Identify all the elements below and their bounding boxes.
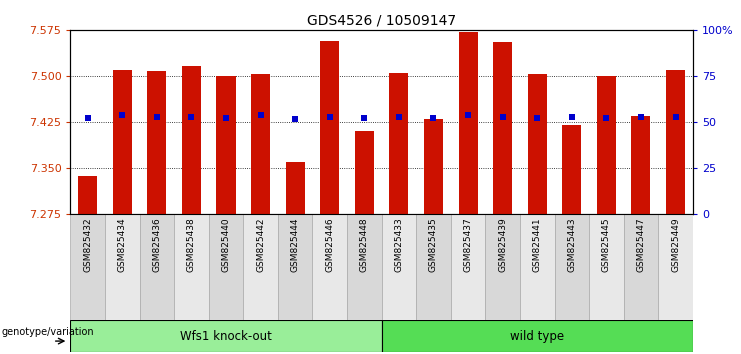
Bar [79, 176, 97, 214]
Bar [70, 214, 105, 320]
Bar [355, 131, 373, 214]
Text: GSM825435: GSM825435 [429, 217, 438, 272]
Bar [313, 214, 347, 320]
Bar [485, 214, 520, 320]
Title: GDS4526 / 10509147: GDS4526 / 10509147 [307, 13, 456, 28]
Bar [562, 125, 581, 214]
Bar [105, 214, 139, 320]
Bar [390, 73, 408, 214]
Bar [285, 162, 305, 214]
Bar [589, 214, 624, 320]
Text: GSM825446: GSM825446 [325, 217, 334, 272]
Text: GSM825443: GSM825443 [568, 217, 576, 272]
Bar [631, 116, 651, 214]
Text: genotype/variation: genotype/variation [1, 326, 94, 337]
Bar [382, 214, 416, 320]
Bar [554, 214, 589, 320]
Bar [278, 214, 313, 320]
Bar [147, 71, 166, 214]
Text: Wfs1 knock-out: Wfs1 knock-out [180, 330, 272, 343]
Bar [139, 214, 174, 320]
Text: GSM825438: GSM825438 [187, 217, 196, 272]
Text: GSM825437: GSM825437 [464, 217, 473, 272]
Bar [520, 214, 554, 320]
Text: GSM825433: GSM825433 [394, 217, 403, 272]
Bar [451, 214, 485, 320]
Bar [416, 214, 451, 320]
Bar [459, 32, 477, 214]
Text: GSM825432: GSM825432 [83, 217, 92, 272]
Bar [424, 119, 443, 214]
Text: GSM825440: GSM825440 [222, 217, 230, 272]
Bar [174, 214, 209, 320]
Bar [209, 214, 243, 320]
Text: GSM825444: GSM825444 [290, 217, 299, 272]
Text: GSM825439: GSM825439 [498, 217, 507, 272]
Bar [320, 40, 339, 214]
Bar [528, 74, 547, 214]
Bar [243, 214, 278, 320]
Bar [216, 76, 236, 214]
Bar [182, 66, 201, 214]
Bar [658, 214, 693, 320]
Bar [597, 76, 616, 214]
Bar [494, 42, 512, 214]
Text: GSM825447: GSM825447 [637, 217, 645, 272]
Bar [113, 70, 132, 214]
Text: GSM825436: GSM825436 [153, 217, 162, 272]
Text: GSM825448: GSM825448 [360, 217, 369, 272]
Text: GSM825449: GSM825449 [671, 217, 680, 272]
Bar [251, 74, 270, 214]
Text: wild type: wild type [510, 330, 565, 343]
Text: GSM825434: GSM825434 [118, 217, 127, 272]
Text: GSM825445: GSM825445 [602, 217, 611, 272]
Bar [382, 320, 693, 352]
Bar [70, 320, 382, 352]
Bar [347, 214, 382, 320]
Bar [624, 214, 658, 320]
Text: GSM825442: GSM825442 [256, 217, 265, 272]
Text: GSM825441: GSM825441 [533, 217, 542, 272]
Bar [666, 70, 685, 214]
